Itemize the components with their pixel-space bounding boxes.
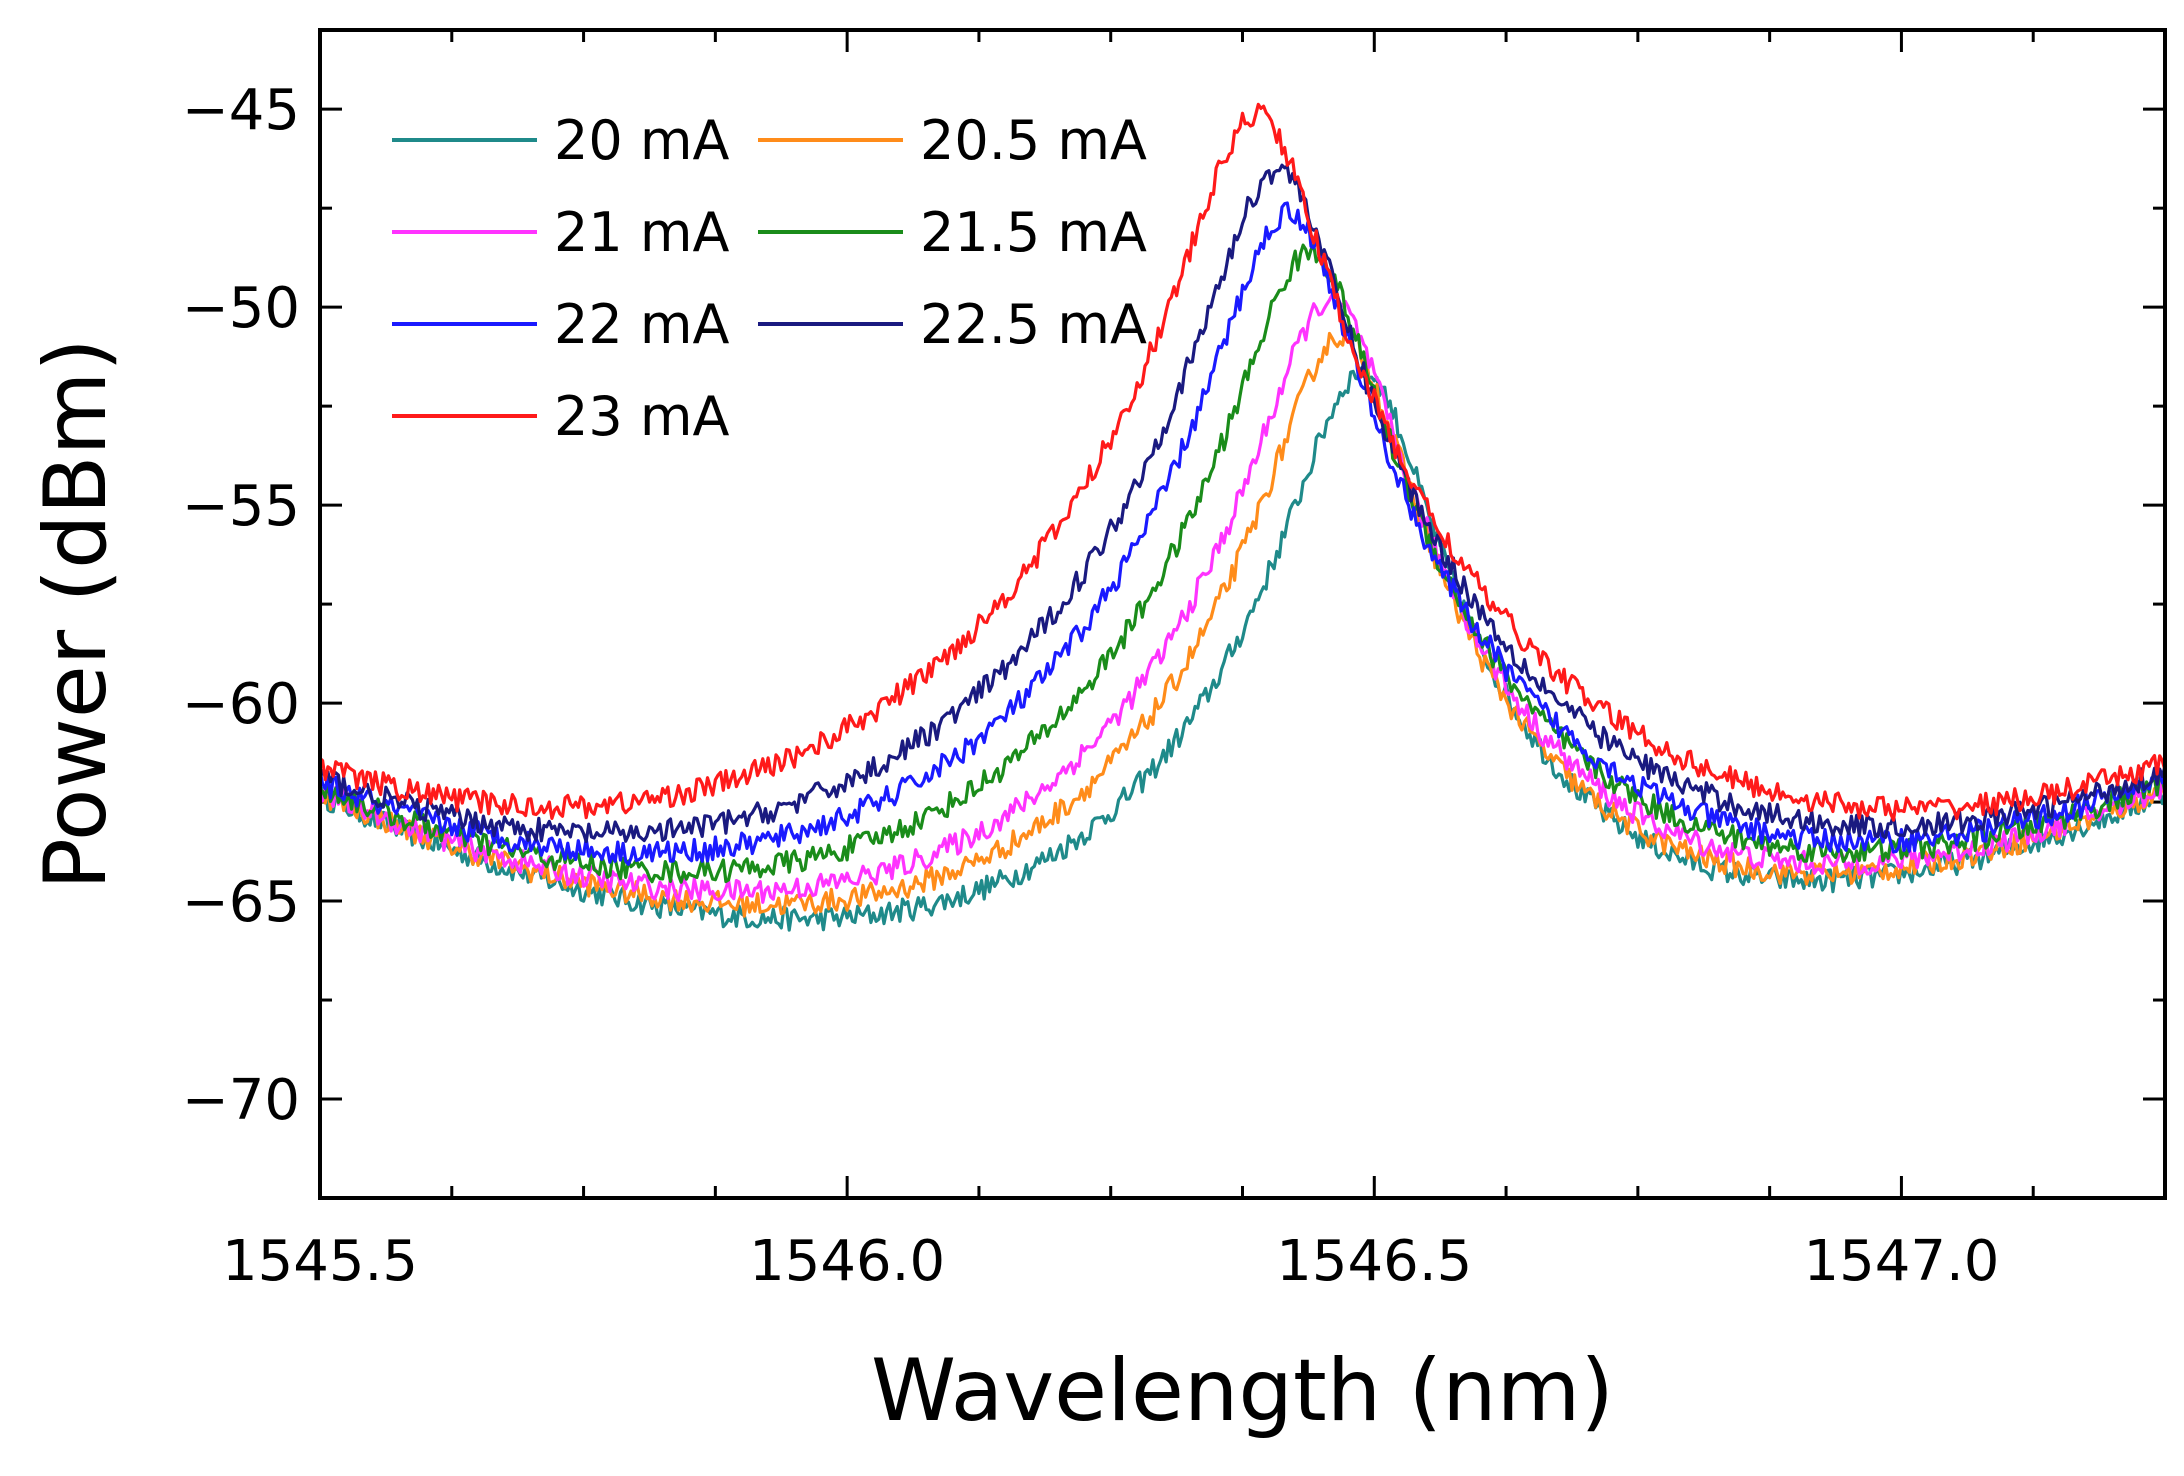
x-axis-title: Wavelength (nm) <box>871 1341 1614 1441</box>
series-line <box>318 358 2167 932</box>
legend-label: 20.5 mA <box>920 109 1147 172</box>
y-tick-label: −45 <box>182 78 300 143</box>
y-tick-label: −50 <box>182 276 300 341</box>
series-layer <box>318 102 2167 932</box>
y-tick-label: −65 <box>182 870 300 935</box>
y-axis-ticks: −45 −50 −55 −60 −65 −70 <box>182 78 2165 1200</box>
plot-frame <box>318 28 2167 1200</box>
series-line <box>318 163 2167 844</box>
x-tick-label: 1547.0 <box>1803 1229 1999 1294</box>
series-line <box>319 286 2166 904</box>
y-tick-label: −60 <box>182 672 300 737</box>
x-axis-ticks: 1545.5 1546.0 1546.5 1547.0 <box>222 30 2167 1294</box>
series-line <box>318 102 2167 822</box>
legend-label: 22.5 mA <box>920 293 1147 356</box>
y-axis-title: Power (dBm) <box>26 338 126 890</box>
legend-label: 23 mA <box>554 385 729 448</box>
y-tick-label: −55 <box>182 474 300 539</box>
legend-label: 22 mA <box>554 293 729 356</box>
legend-label: 21.5 mA <box>920 201 1147 264</box>
series-line <box>319 243 2167 884</box>
legend-label: 21 mA <box>554 201 729 264</box>
x-tick-label: 1545.5 <box>222 1229 418 1294</box>
legend-label: 20 mA <box>554 109 729 172</box>
series-line <box>318 201 2167 866</box>
legend: 20 mA 20.5 mA 21 mA 21.5 mA 22 mA 22.5 mA 23 m… <box>392 109 1147 448</box>
y-tick-label: −70 <box>182 1068 300 1133</box>
x-tick-label: 1546.0 <box>749 1229 945 1294</box>
x-tick-label: 1546.5 <box>1276 1229 1472 1294</box>
